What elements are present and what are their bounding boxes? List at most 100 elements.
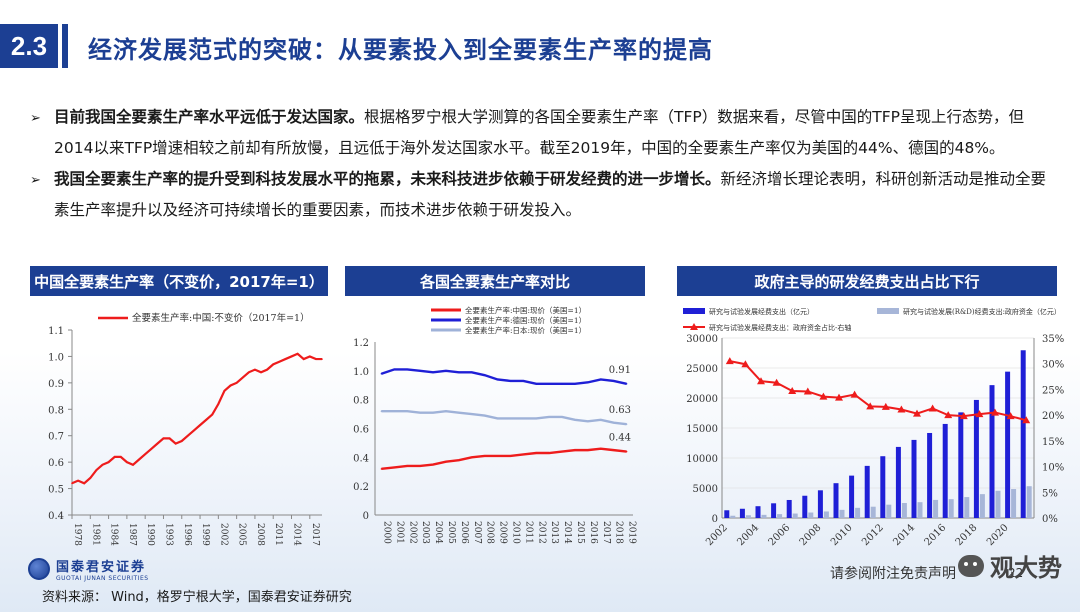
bar-rd-gov [808,512,814,518]
data-point [612,380,615,382]
bar-rd-total [989,385,995,518]
bar-rd-gov [855,507,861,518]
x-tick-label: 2003 [420,521,430,544]
x-tick-label: 2010 [829,522,855,548]
gov-share-marker [788,386,797,394]
gov-share-marker [881,402,890,410]
data-point [535,383,538,385]
data-point [535,452,538,454]
bar-rd-total [895,446,901,518]
bullet-list: ➢ 目前我国全要素生产率水平远低于发达国家。根据格罗宁根大学测算的各国全要素生产… [30,102,1060,226]
x-tick-label: 2000 [381,521,391,544]
bar-rd-gov [870,506,876,518]
data-point [138,458,140,461]
x-tick-label: 2005 [237,523,247,546]
data-point [574,383,576,385]
legend-label: 研究与试验发展经费支出（亿元） [709,307,814,316]
bar-rd-gov [839,509,845,518]
x-tick-label: 2016 [923,522,949,548]
y-right-tick-label: 15% [1042,437,1064,448]
watermark: 观大势 [958,548,1062,583]
x-tick-label: 2002 [704,522,730,548]
x-tick-label: 2007 [472,521,482,544]
gov-share-marker [835,393,843,401]
data-point [315,358,317,360]
data-point [107,461,110,463]
logo-name-en: GUOTAI JUNAN SECURITIES [56,575,149,582]
data-point [406,465,409,467]
bar-rd-gov [792,513,798,518]
y-left-tick-label: 25000 [686,364,718,375]
x-tick-label: 2009 [498,521,508,544]
data-point [380,468,383,470]
bar-rd-gov [761,514,767,518]
data-point [535,417,538,420]
gov-share-marker [913,409,921,417]
end-label: 0.91 [609,365,631,376]
bar-rd-total [927,432,933,518]
gov-share-marker [897,405,906,413]
data-point [548,452,550,454]
data-point [162,437,165,440]
y-tick-label: 0.8 [48,405,64,416]
data-point [168,437,171,440]
data-point [612,421,615,424]
y-left-tick-label: 20000 [686,394,718,405]
x-tick-label: 2004 [433,521,443,544]
data-point [561,450,563,453]
data-point [95,469,98,471]
x-tick-label: 2014 [292,523,302,546]
data-point [483,374,486,376]
data-point [522,380,525,382]
x-tick-label: 2010 [510,521,520,544]
data-point [445,410,447,412]
data-point [625,383,628,385]
data-point [284,358,287,360]
x-tick-label: 2004 [735,522,761,548]
data-point [483,455,486,457]
data-point [278,360,281,363]
data-point [187,434,189,437]
chart2-header: 各国全要素生产率对比 [345,266,645,296]
y-tick-label: 0.6 [353,425,369,436]
bullet-item: ➢ 目前我国全要素生产率水平远低于发达国家。根据格罗宁根大学测算的各国全要素生产… [30,102,1060,164]
x-tick-label: 2001 [394,521,404,544]
y-tick-label: 0.8 [353,396,369,407]
company-logo: 国泰君安证券 GUOTAI JUNAN SECURITIES [28,556,149,582]
y-right-tick-label: 20% [1042,411,1064,422]
bar-rd-gov [964,497,970,518]
x-tick-label: 2019 [627,521,637,544]
legend-label: 全要素生产率:德国:现价（美国=1） [465,315,586,325]
data-point [432,463,434,466]
arrow-icon: ➢ [30,111,41,126]
bar-rd-gov [1011,489,1017,518]
bar-rd-total [817,490,823,518]
x-tick-label: 1990 [145,523,155,546]
bullet-text: 根据格罗宁根大学测算的各国全要素生产率（TFP）数据来看，尽管中国的TFP呈现上… [54,108,1024,157]
bullet-bold-text: 我国全要素生产率的提升受到科技发展水平的拖累，未来科技进步依赖于研发经费的进一步… [54,170,721,188]
data-point [470,371,473,374]
data-point [496,455,499,457]
data-point [432,371,434,374]
bar-rd-total [942,423,948,518]
gov-share-marker [1022,416,1031,424]
disclaimer-link[interactable]: 请参阅附注免责声明 [830,566,956,582]
data-point [625,450,628,453]
x-tick-label: 1996 [182,523,192,546]
data-point [235,382,238,384]
x-tick-label: 2006 [767,522,793,548]
data-point [272,363,275,366]
bar-rd-total [849,475,855,518]
data-point [205,419,207,421]
bar-rd-gov [979,494,985,518]
data-point [509,417,512,420]
y-left-tick-label: 5000 [693,484,718,495]
data-point [302,358,305,360]
logo-icon [28,558,50,580]
bar-rd-gov [948,499,954,518]
x-tick-label: 2006 [459,521,469,544]
bar-rd-gov [917,502,923,518]
chart3-header: 政府主导的研发经费支出占比下行 [677,266,1057,296]
data-point [419,465,421,467]
y-tick-label: 0 [363,511,369,522]
